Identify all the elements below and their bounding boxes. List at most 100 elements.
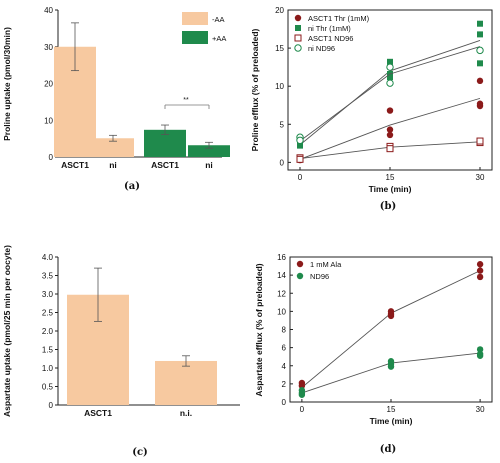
y-tick-label: 3.0	[42, 290, 54, 299]
data-point	[386, 145, 394, 153]
data-point	[476, 100, 484, 107]
data-point	[297, 142, 303, 149]
y-tick-label: 5	[280, 120, 285, 129]
data-point	[294, 34, 302, 42]
data-point	[476, 267, 484, 274]
panel-label: (d)	[380, 444, 396, 455]
category-label: n.i.	[180, 408, 192, 418]
legend-label: ni Thr (1mM)	[308, 24, 351, 33]
data-point	[386, 79, 394, 87]
y-tick-label: 6	[282, 344, 287, 353]
data-point	[386, 126, 394, 133]
y-tick-label: 2.0	[42, 327, 54, 336]
data-point	[386, 107, 394, 114]
y-tick-label: 16	[277, 253, 286, 262]
data-point	[298, 391, 306, 398]
y-axis-label: Aspartate uptake (pmol/25 min per oocyte…	[2, 245, 12, 417]
data-point	[476, 352, 484, 359]
data-point	[476, 77, 484, 85]
y-tick-label: 1.5	[42, 346, 54, 355]
x-tick-label: 30	[476, 173, 485, 182]
significance-label: **	[183, 97, 189, 104]
x-axis-label: Time (min)	[369, 184, 412, 194]
y-tick-label: 10	[275, 82, 284, 91]
y-tick-label: 8	[282, 326, 287, 335]
x-axis-label: Time (min)	[370, 416, 413, 426]
bar	[188, 145, 230, 157]
y-tick-label: 12	[277, 289, 286, 298]
legend-label: +AA	[212, 34, 226, 43]
y-tick-label: 20	[275, 6, 284, 15]
legend-label: -AA	[212, 15, 225, 24]
fit-line	[299, 97, 481, 160]
data-point	[477, 31, 483, 38]
y-tick-label: 0	[280, 158, 285, 167]
data-point	[387, 312, 395, 320]
y-axis-label: Proline efflux (% of preloaded)	[250, 28, 260, 151]
y-tick-label: 14	[277, 271, 286, 280]
data-point	[476, 273, 484, 281]
y-tick-label: 10	[44, 116, 53, 125]
y-tick-label: 20	[44, 80, 53, 89]
data-point	[477, 20, 483, 27]
y-tick-label: 4.0	[42, 253, 54, 262]
legend-label: ASCT1 ND96	[308, 34, 353, 43]
y-tick-label: 0	[282, 398, 287, 407]
data-point	[387, 74, 393, 81]
x-tick-label: 0	[300, 405, 305, 414]
data-point	[296, 260, 304, 268]
y-tick-label: 2.5	[42, 309, 54, 318]
y-tick-label: 30	[44, 43, 53, 52]
data-point	[295, 25, 301, 31]
data-point	[296, 155, 304, 163]
data-point	[294, 14, 302, 22]
data-point	[294, 44, 302, 52]
y-tick-label: 2	[282, 380, 287, 389]
legend-label: ND96	[310, 272, 329, 281]
panel-label: (a)	[124, 181, 140, 192]
y-tick-label: 0.5	[42, 383, 54, 392]
category-label: ni	[205, 160, 213, 170]
data-point	[387, 363, 395, 370]
data-point	[476, 46, 484, 55]
category-label: ASCT1	[151, 160, 179, 170]
y-axis-label: Proline uptake (pmol/30min)	[2, 27, 12, 141]
data-point	[476, 261, 484, 268]
legend-label: 1 mM Ala	[310, 260, 342, 269]
data-point	[296, 136, 304, 144]
panel-d: 0 2 4 6 8 10 12 14 16 0 15 30 1 mM Ala ND96 Time (min)…	[254, 253, 493, 455]
y-tick-label: 0	[49, 153, 54, 162]
y-tick-label: 0	[49, 401, 54, 410]
y-tick-label: 3.5	[42, 272, 54, 281]
data-point	[386, 63, 394, 71]
data-point	[476, 137, 484, 145]
data-point	[387, 58, 393, 65]
data-point	[477, 60, 483, 67]
category-label: ASCT1	[84, 408, 112, 418]
category-label: ASCT1	[61, 160, 89, 170]
y-tick-label: 15	[275, 44, 284, 53]
panel-c: 0 0.5 1.0 1.5 2.0 2.5 3.0 3.5 4.0 ASCT1 n.i. Aspart…	[2, 245, 240, 458]
y-tick-label: 10	[277, 307, 286, 316]
panel-label: (c)	[132, 447, 148, 458]
legend-swatch	[182, 31, 208, 44]
data-point	[386, 131, 394, 139]
x-tick-label: 0	[298, 173, 303, 182]
bar	[92, 138, 134, 157]
data-point	[476, 346, 484, 353]
y-axis-label: Aspartate efflux (% of preloaded)	[254, 263, 264, 396]
x-tick-label: 15	[386, 173, 395, 182]
fit-line	[299, 40, 481, 146]
data-point	[296, 272, 304, 280]
panel-label: (b)	[380, 201, 396, 212]
panel-b: 0 5 10 15 20 0 15 30 ASCT1 Thr (1mM)ni Thr (1mM)…	[250, 6, 493, 212]
fit-line	[301, 270, 481, 388]
data-point	[298, 382, 306, 389]
fit-line	[299, 46, 481, 142]
legend-swatch	[182, 12, 208, 25]
legend-label: ni ND96	[308, 44, 335, 53]
x-tick-label: 15	[387, 405, 396, 414]
bar	[155, 360, 217, 405]
panel-a: 0 10 20 30 40 ASCT1 ni ASCT1 ni Proline uptake (p…	[2, 6, 230, 192]
